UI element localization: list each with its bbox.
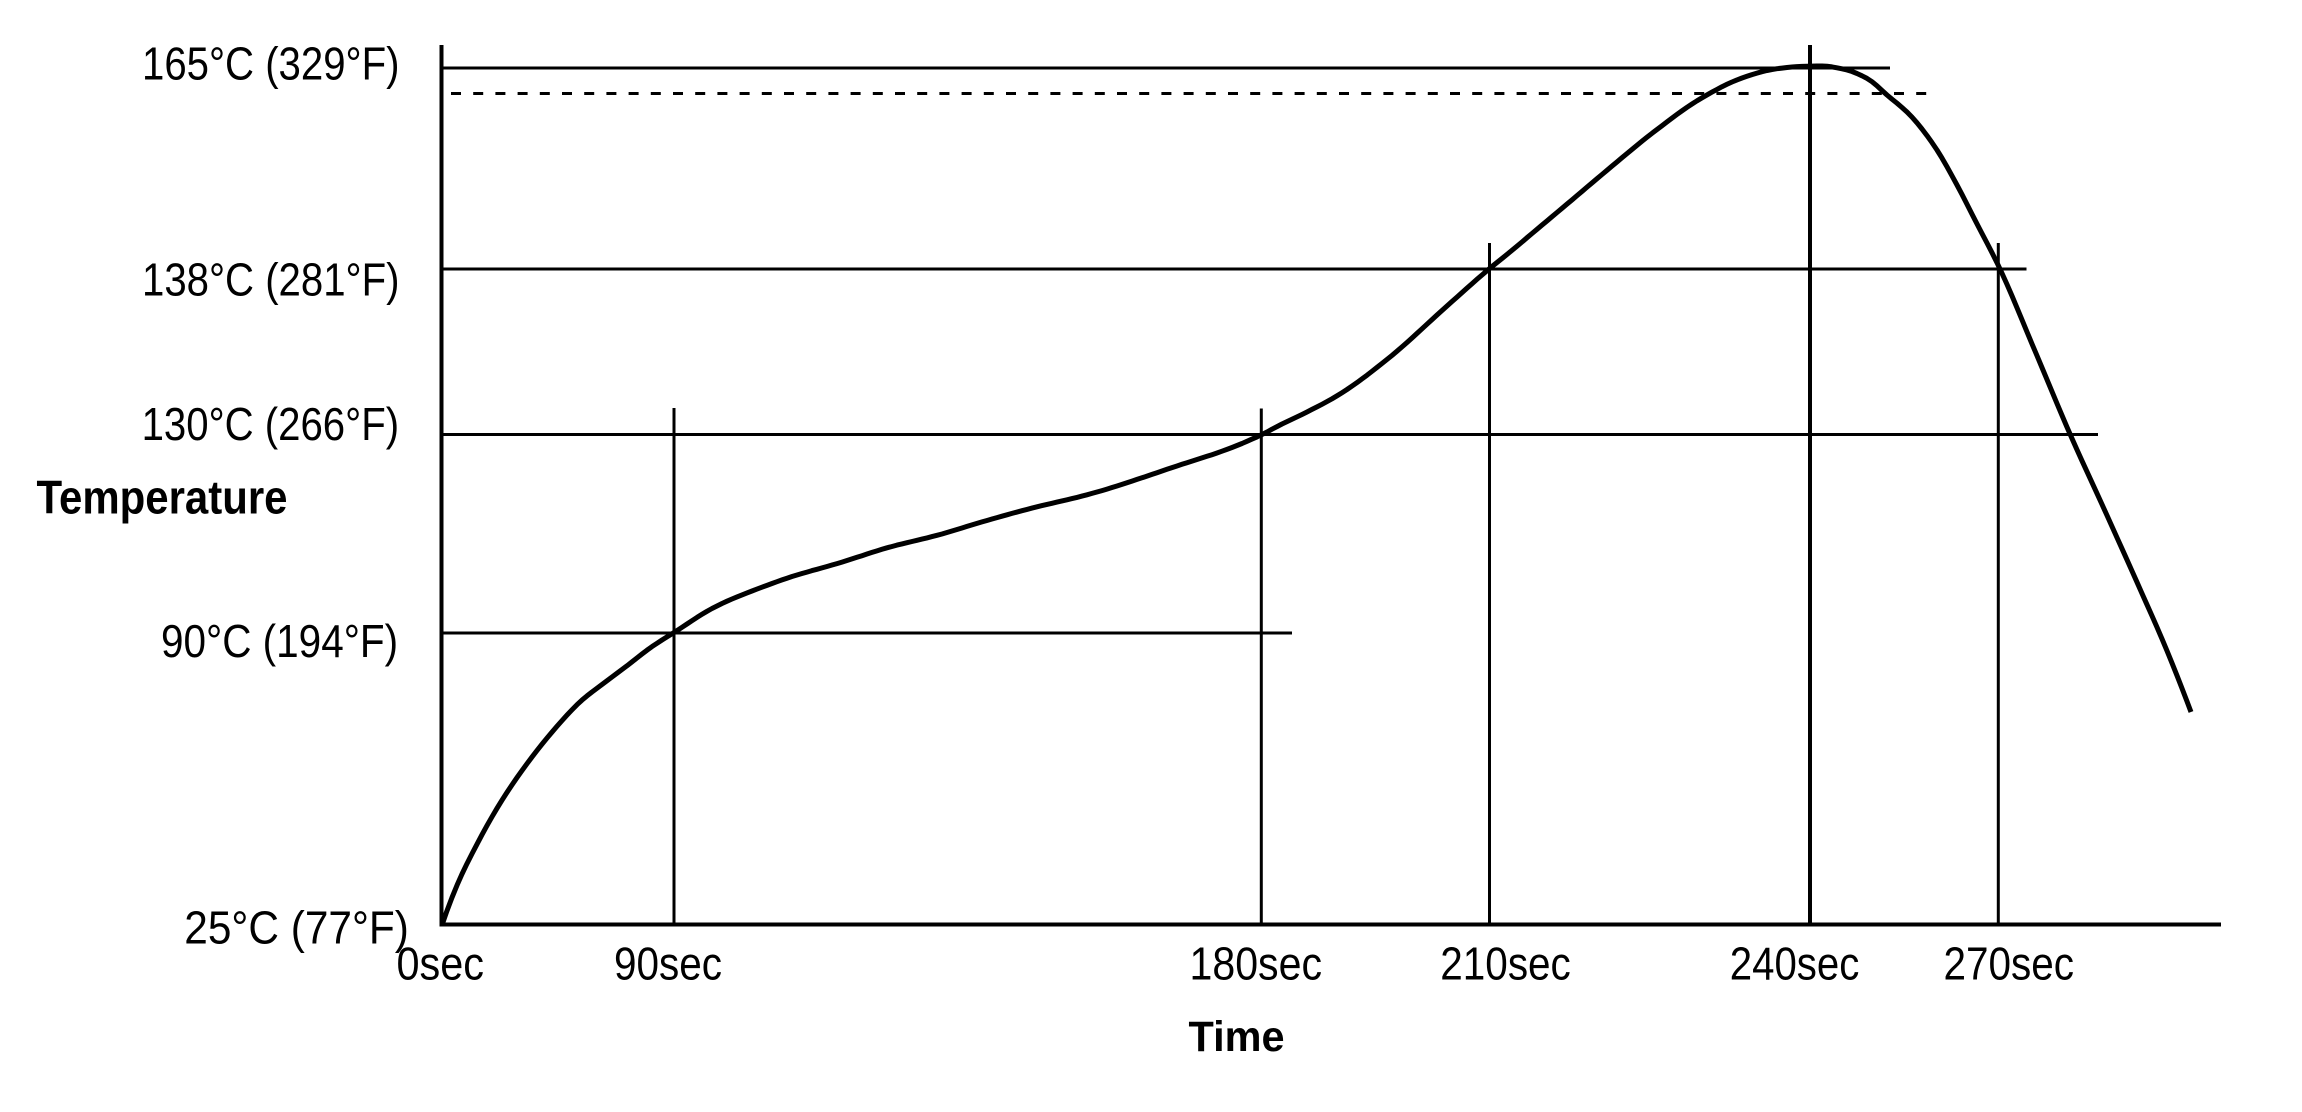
svg-text:Time: Time (1189, 1013, 1285, 1061)
svg-text:240sec: 240sec (1730, 938, 1860, 990)
svg-text:165°C (329°F): 165°C (329°F) (142, 38, 400, 90)
svg-text:25°C (77°F): 25°C (77°F) (184, 902, 409, 954)
svg-text:90°C (194°F): 90°C (194°F) (161, 615, 398, 667)
svg-text:210sec: 210sec (1440, 938, 1571, 990)
svg-text:180sec: 180sec (1190, 938, 1323, 990)
svg-text:Temperature: Temperature (37, 472, 288, 525)
svg-text:270sec: 270sec (1944, 938, 2075, 990)
svg-text:90sec: 90sec (614, 938, 722, 990)
svg-text:0sec: 0sec (397, 938, 485, 990)
svg-text:138°C (281°F): 138°C (281°F) (142, 254, 400, 306)
svg-text:130°C (266°F): 130°C (266°F) (142, 398, 400, 450)
